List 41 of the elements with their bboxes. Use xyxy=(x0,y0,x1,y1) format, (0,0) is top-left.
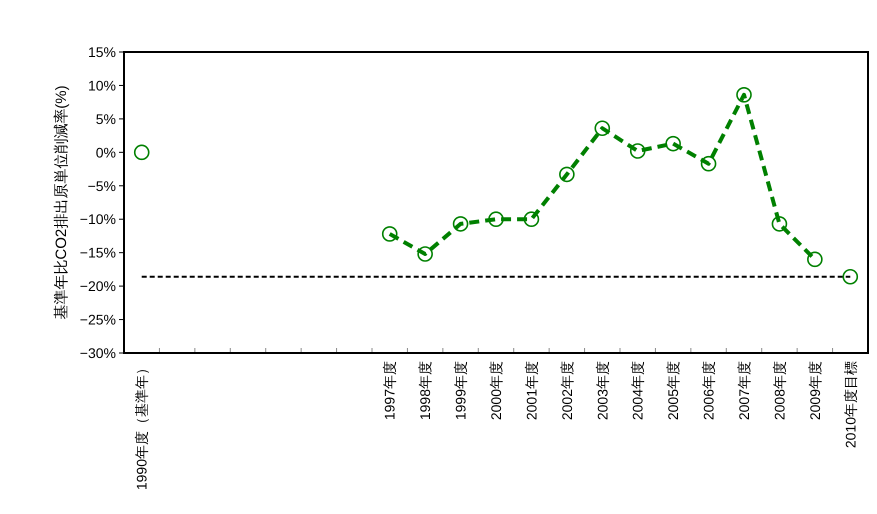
point xyxy=(772,216,788,232)
x-tick-label: 2004年度 xyxy=(630,361,646,420)
point xyxy=(524,211,540,228)
point xyxy=(630,143,646,159)
x-tick-label: 2010年度目標 xyxy=(842,361,858,448)
x-tick-label: 2002年度 xyxy=(558,361,575,420)
point xyxy=(700,156,716,172)
point xyxy=(417,246,433,262)
y-axis-title: 基準年比CO2排出原単位削減率(%) xyxy=(53,85,70,320)
x-tick-label: 2000年度 xyxy=(488,361,504,420)
point xyxy=(594,120,610,136)
point xyxy=(134,144,150,160)
x-tick-label: 2006年度 xyxy=(700,361,717,420)
y-tick-label: −20% xyxy=(80,278,116,294)
y-tick-label: −30% xyxy=(80,345,116,361)
x-tick-label: 1997年度 xyxy=(382,361,398,420)
y-tick-label: −25% xyxy=(80,312,116,328)
x-tick-label: 2009年度 xyxy=(806,361,823,420)
y-tick-label: −15% xyxy=(80,244,116,261)
x-tick-label: 2007年度 xyxy=(736,361,752,420)
x-tick-label: 1990年度（基準年） xyxy=(134,361,150,490)
point xyxy=(665,136,681,152)
y-tick-label: 15% xyxy=(88,44,116,60)
x-tick-label: 2001年度 xyxy=(523,361,540,420)
x-tick-label: 2008年度 xyxy=(771,361,788,420)
x-tick-label: 2005年度 xyxy=(665,361,682,420)
y-tick-label: 0% xyxy=(96,144,116,160)
point xyxy=(807,252,823,268)
point xyxy=(452,216,468,232)
y-tick-label: 5% xyxy=(96,110,116,127)
x-tick-label: 2003年度 xyxy=(594,361,610,420)
y-tick-label: −5% xyxy=(88,178,116,194)
x-tick-label: 1998年度 xyxy=(417,361,434,420)
point xyxy=(736,87,752,103)
point xyxy=(559,166,575,182)
y-tick-label: 10% xyxy=(88,77,116,94)
point xyxy=(382,226,398,242)
point xyxy=(842,268,858,285)
point xyxy=(488,211,504,228)
x-tick-label: 1999年度 xyxy=(452,361,469,420)
y-tick-label: −10% xyxy=(80,211,116,228)
